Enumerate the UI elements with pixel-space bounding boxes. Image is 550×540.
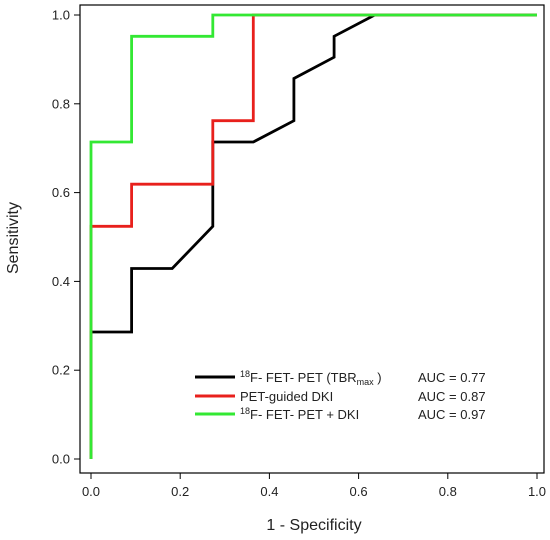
legend-label-dki: PET-guided DKI: [240, 389, 333, 404]
x-tick-label: 0.6: [350, 484, 368, 499]
legend-auc-combined: AUC = 0.97: [418, 407, 486, 422]
plot-frame: [79, 4, 545, 474]
x-tick-label: 1.0: [528, 484, 546, 499]
series-line-fet-pet-dki: [89, 13, 537, 459]
y-tick-label: 0.2: [52, 363, 70, 378]
series-line-fet-pet: [89, 13, 537, 459]
x-tick-label: 0.2: [171, 484, 189, 499]
y-tick-label: 0.8: [52, 96, 70, 111]
legend-auc-fet: AUC = 0.77: [418, 370, 486, 385]
legend-label-combined: 18F- FET- PET + DKI: [240, 406, 359, 422]
series-lines: [89, 13, 537, 459]
x-tick-label: 0.8: [439, 484, 457, 499]
y-tick-label: 1.0: [52, 8, 70, 23]
x-axis: 0.0 0.2 0.4 0.6 0.8 1.0: [82, 473, 546, 499]
legend-auc-dki: AUC = 0.87: [418, 389, 486, 404]
x-tick-label: 0.4: [260, 484, 278, 499]
x-tick-label: 0.0: [82, 484, 100, 499]
y-tick-label: 0.0: [52, 452, 70, 467]
y-axis-title: Sensitivity: [5, 202, 22, 274]
series-line-pet-guided-dki: [89, 13, 537, 459]
y-axis: 0.0 0.2 0.4 0.6 0.8 1.0: [52, 8, 80, 467]
y-tick-label: 0.4: [52, 274, 70, 289]
x-axis-title: 1 - Specificity: [266, 517, 361, 534]
legend: 18F- FET- PET (TBRmax ) AUC = 0.77 PET-g…: [195, 369, 486, 422]
y-tick-label: 0.6: [52, 185, 70, 200]
legend-label-fet: 18F- FET- PET (TBRmax ): [240, 369, 382, 387]
